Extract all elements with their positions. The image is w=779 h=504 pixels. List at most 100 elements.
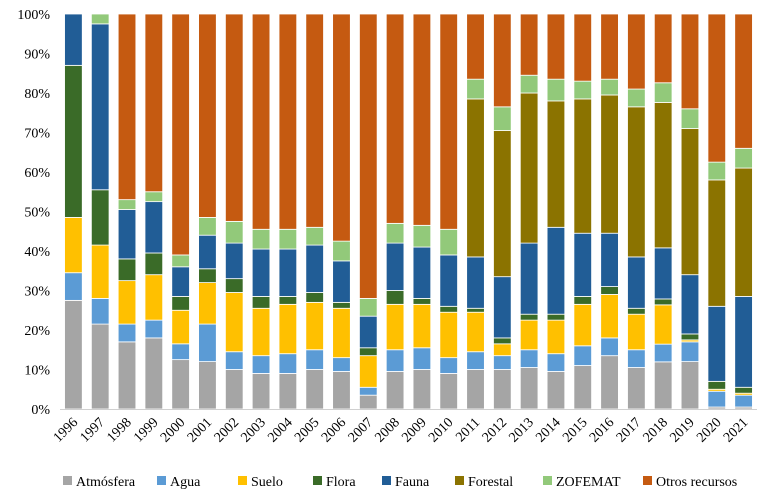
bar-segment-2005-agua	[305, 349, 324, 370]
legend-label: Flora	[326, 475, 356, 490]
bar-segment-2009-suelo	[412, 303, 432, 349]
bar-segment-2007-zofemat	[359, 297, 378, 317]
x-tick-label: 2005	[292, 415, 322, 445]
bar-segment-1996-atmósfera	[64, 299, 83, 410]
y-tick-label: 70%	[24, 127, 50, 142]
x-tick-label: 1998	[104, 415, 134, 445]
bar-segment-1999-suelo	[144, 274, 164, 321]
bar-segment-2014-zofemat	[546, 78, 566, 102]
legend-label: Otros recursos	[656, 475, 737, 490]
bar-segment-2017-flora	[627, 307, 646, 315]
bar-segment-2003-flora	[251, 296, 271, 309]
bar-segment-2008-fauna	[385, 242, 405, 291]
bar-segment-2016-atmósfera	[600, 355, 619, 410]
x-tick-label: 2016	[587, 415, 617, 445]
bar-segment-2016-otros-recursos	[600, 13, 619, 80]
bar-segment-2014-otros-recursos	[546, 13, 566, 80]
x-tick-label: 1997	[78, 415, 108, 445]
bar-segment-2016-zofemat	[600, 78, 619, 96]
bar-segment-2002-otros-recursos	[224, 13, 244, 222]
y-tick-label: 100%	[17, 8, 50, 23]
bar-segment-2016-suelo	[600, 294, 619, 339]
bar-segment-2011-suelo	[466, 311, 485, 353]
bar-segment-2001-suelo	[198, 282, 217, 325]
bar-segment-2011-flora	[466, 307, 485, 313]
legend: Atmósfera Agua Suelo Flora Fauna Forestal ZOFE…	[63, 475, 737, 490]
bar-segment-2011-fauna	[466, 256, 485, 309]
bar-segment-2011-forestal	[466, 98, 485, 258]
legend-label: ZOFEMAT	[556, 475, 621, 490]
bar-segment-2009-atmósfera	[412, 369, 432, 410]
x-tick-label: 2004	[265, 415, 295, 445]
x-tick-label: 2003	[239, 415, 269, 445]
bar-segment-1997-atmósfera	[90, 323, 110, 410]
bar-segment-2006-atmósfera	[332, 371, 351, 410]
bar-segment-2010-fauna	[439, 254, 458, 307]
bar-segment-2019-agua	[680, 341, 700, 363]
bar-segment-2005-suelo	[305, 301, 324, 351]
bar-segment-2012-otros-recursos	[493, 13, 512, 108]
bar-segment-2002-zofemat	[224, 220, 244, 244]
bar-segment-2013-flora	[519, 313, 539, 321]
bar-segment-2005-otros-recursos	[305, 13, 324, 228]
bar-segment-2000-fauna	[171, 266, 190, 297]
bar-segment-2001-atmósfera	[198, 361, 217, 410]
bar-segment-2017-suelo	[627, 313, 646, 351]
bar-segment-2004-agua	[278, 353, 298, 374]
bar-segment-1998-suelo	[117, 280, 137, 325]
legend-swatch-atmósfera	[63, 476, 72, 485]
x-tick-label: 2013	[507, 415, 537, 445]
bar-segment-2006-suelo	[332, 307, 351, 359]
bar-segment-2012-flora	[493, 337, 512, 345]
legend-swatch-agua	[157, 476, 166, 485]
x-tick-label: 2014	[533, 415, 563, 445]
y-tick-label: 30%	[24, 285, 50, 300]
bar-segment-2010-suelo	[439, 311, 458, 359]
bar-segment-1998-agua	[117, 323, 137, 343]
bar-segment-2018-forestal	[653, 102, 673, 249]
bar-segment-2000-suelo	[171, 309, 190, 345]
bar-segment-2013-suelo	[519, 319, 539, 351]
x-tick-label: 2000	[158, 415, 188, 445]
bar-segment-1999-flora	[144, 252, 164, 276]
legend-swatch-suelo	[238, 476, 247, 485]
bar-segment-2013-zofemat	[519, 74, 539, 94]
bar-segment-2002-agua	[224, 351, 244, 370]
x-tick-label: 2001	[185, 415, 215, 445]
bar-segment-2013-otros-recursos	[519, 13, 539, 76]
bars-layer	[64, 13, 753, 410]
x-tick-label: 2018	[641, 415, 671, 445]
bar-segment-2000-atmósfera	[171, 359, 190, 410]
bar-segment-2018-atmósfera	[653, 361, 673, 410]
bar-segment-2009-agua	[412, 347, 432, 370]
bar-segment-1999-atmósfera	[144, 337, 164, 410]
bar-segment-1999-fauna	[144, 201, 164, 254]
bar-segment-2012-fauna	[493, 276, 512, 339]
bar-segment-2008-suelo	[385, 303, 405, 351]
bar-segment-1998-atmósfera	[117, 341, 137, 410]
bar-segment-2014-agua	[546, 353, 566, 372]
x-tick-label: 2010	[426, 415, 456, 445]
bar-segment-1997-suelo	[90, 244, 110, 299]
bar-segment-2014-suelo	[546, 319, 566, 355]
bar-segment-2006-agua	[332, 357, 351, 372]
bar-segment-2019-fauna	[680, 274, 700, 335]
bar-segment-2020-zofemat	[707, 161, 727, 181]
bar-segment-1997-flora	[90, 189, 110, 246]
legend-swatch-zofemat	[543, 476, 552, 485]
bar-segment-2014-atmósfera	[546, 371, 566, 410]
bar-segment-1999-agua	[144, 319, 164, 339]
legend-label: Forestal	[468, 475, 513, 490]
bar-segment-2011-agua	[466, 351, 485, 370]
bar-segment-2015-flora	[573, 296, 592, 305]
bar-segment-2016-flora	[600, 286, 619, 295]
bar-segment-2000-otros-recursos	[171, 13, 190, 256]
bar-segment-2007-fauna	[359, 315, 378, 349]
bar-segment-2017-forestal	[627, 106, 646, 258]
bar-segment-2018-zofemat	[653, 82, 673, 103]
bar-segment-2012-suelo	[493, 343, 512, 357]
bar-segment-2021-agua	[734, 394, 753, 408]
bar-segment-2012-zofemat	[493, 106, 512, 131]
bar-segment-1996-fauna	[64, 13, 83, 66]
